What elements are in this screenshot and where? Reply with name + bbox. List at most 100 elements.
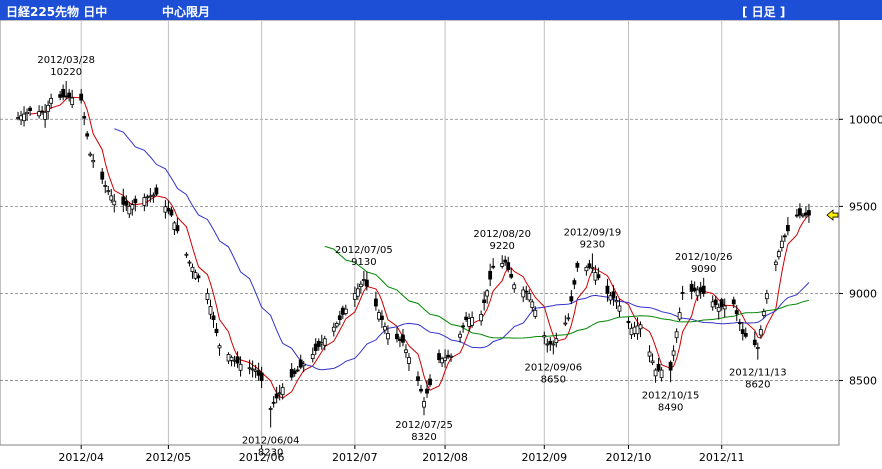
- period-label[interactable]: [ 日足 ]: [742, 5, 786, 19]
- annotation-date: 2012/09/06: [524, 362, 582, 373]
- candle-body: [70, 97, 75, 106]
- annotation-date: 2012/07/25: [395, 420, 453, 431]
- candle-body: [211, 315, 216, 320]
- annotation-date: 2012/10/15: [642, 390, 700, 401]
- candle-body: [428, 378, 432, 386]
- candle-body: [364, 279, 369, 287]
- candle-body: [91, 159, 96, 163]
- candle-body: [785, 225, 790, 232]
- candle-body: [425, 388, 429, 394]
- candle-body: [46, 104, 51, 112]
- annotation-value: 8490: [658, 402, 683, 413]
- candle-body: [722, 305, 727, 310]
- candle-body: [731, 299, 736, 305]
- annotation-value: 8650: [541, 374, 566, 385]
- candle-body: [764, 293, 769, 300]
- candle-body: [67, 92, 72, 98]
- annotation-value: 9230: [580, 239, 605, 250]
- plot-frame: [0, 19, 840, 446]
- candle-body: [449, 355, 453, 358]
- candle-body: [584, 266, 589, 272]
- candle-body: [464, 316, 469, 320]
- candle-body: [713, 299, 718, 306]
- candle-body: [226, 354, 231, 362]
- annotation-date: 2012/06/04: [242, 436, 300, 447]
- candle-body: [563, 322, 568, 325]
- candle-body: [668, 361, 673, 371]
- candle-body: [268, 408, 273, 410]
- candle-body: [58, 94, 63, 98]
- candle-body: [298, 359, 303, 368]
- candle-body: [259, 372, 264, 381]
- candle-body: [163, 206, 168, 213]
- candle-body: [659, 369, 664, 379]
- candle-body: [383, 326, 387, 331]
- candle-body: [548, 340, 553, 345]
- candle-body: [503, 259, 508, 263]
- candle-body: [214, 328, 219, 334]
- y-tick-label: 9000: [849, 287, 877, 300]
- candle-body: [509, 273, 514, 278]
- candle-body: [187, 261, 192, 264]
- candle-body: [124, 201, 129, 206]
- annotation-value: 8620: [745, 380, 770, 391]
- candle-body: [737, 322, 742, 325]
- candle-body: [377, 312, 381, 320]
- x-tick-label: 2012/06: [239, 451, 285, 464]
- candle-body: [109, 195, 114, 201]
- candle-body: [277, 392, 282, 395]
- candle-body: [112, 200, 117, 206]
- candle-body: [710, 301, 715, 308]
- candle-body: [506, 262, 511, 271]
- candle-body: [28, 107, 32, 111]
- candle-body: [446, 354, 450, 358]
- x-tick-label: 2012/04: [58, 451, 104, 464]
- candle-body: [19, 115, 23, 121]
- candle-body: [37, 111, 41, 117]
- candle-body: [331, 326, 336, 332]
- candle-body: [422, 401, 426, 408]
- y-tick-label: 8500: [849, 375, 877, 388]
- candles: [16, 80, 811, 428]
- candle-body: [671, 350, 676, 356]
- candle-body: [130, 204, 135, 210]
- y-tick-label: 9500: [849, 200, 877, 213]
- candle-body: [692, 287, 697, 292]
- candle-body: [500, 263, 505, 267]
- candle-body: [755, 347, 760, 349]
- annotation-value: 8320: [411, 432, 436, 443]
- candle-body: [22, 113, 26, 122]
- candle-body: [337, 315, 342, 320]
- candle-body: [121, 196, 126, 205]
- candle-body: [701, 285, 706, 294]
- candle-body: [313, 343, 318, 351]
- candle-body: [250, 368, 255, 371]
- candle-body: [734, 310, 739, 315]
- candle-body: [82, 116, 87, 119]
- annotation-date: 2012/09/19: [564, 227, 622, 238]
- candle-body: [635, 325, 640, 335]
- candle-body: [16, 117, 20, 119]
- moving-average-ma_mid: [114, 128, 810, 371]
- candle-body: [488, 270, 493, 280]
- candle-body: [208, 306, 213, 315]
- candle-body: [626, 320, 631, 324]
- candle-body: [551, 343, 556, 346]
- candle-body: [355, 288, 360, 297]
- candle-body: [617, 305, 622, 312]
- candle-body: [310, 354, 315, 360]
- candle-body: [807, 210, 811, 216]
- moving-average-ma_long: [324, 245, 810, 339]
- candle-body: [184, 253, 189, 256]
- y-axis: 8500 9000 9500 10000: [839, 113, 882, 388]
- candle-body: [319, 342, 324, 345]
- candle-body: [271, 401, 276, 404]
- candle-body: [689, 283, 694, 292]
- x-axis: 2012/04 2012/05 2012/06 2012/07 2012/08 2012/…: [58, 445, 745, 464]
- candle-body: [443, 357, 447, 361]
- candle-body: [614, 300, 619, 303]
- candle-body: [229, 356, 234, 361]
- candle-body: [103, 185, 108, 187]
- candle-body: [322, 338, 327, 346]
- last-price-marker: [826, 209, 839, 221]
